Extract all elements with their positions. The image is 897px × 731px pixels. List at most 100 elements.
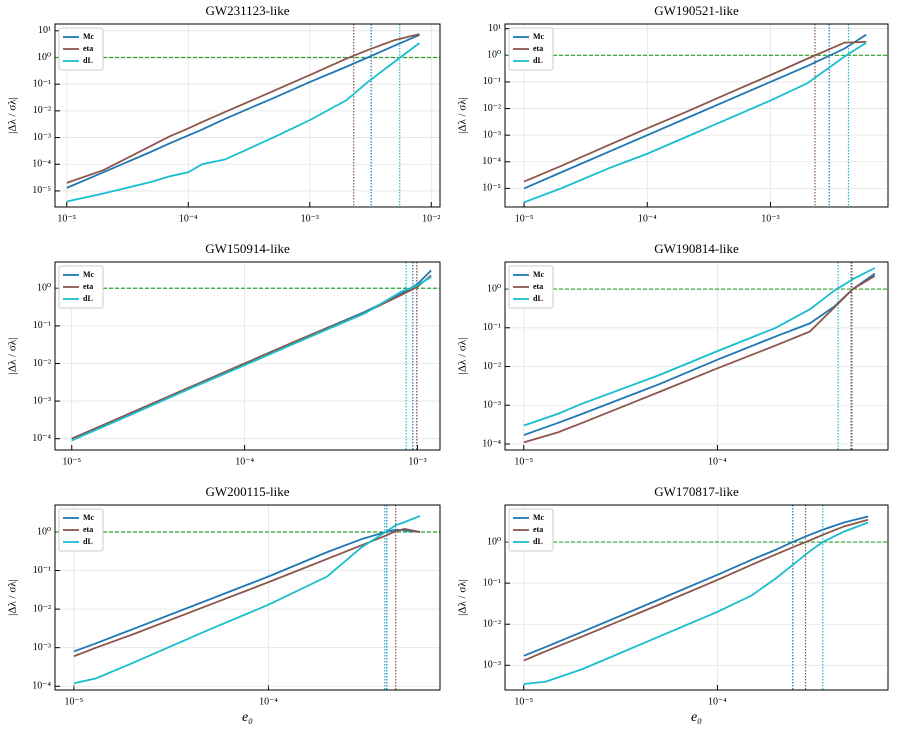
y-axis-label: |Δλ / σλ| [457,97,469,134]
y-tick-label: 10⁻¹ [483,322,501,333]
subplot-title: GW200115-like [206,484,290,499]
subplot-title: GW170817-like [654,484,739,499]
data-line [523,41,867,204]
legend-box [508,27,554,71]
y-tick-label: 10⁻¹ [33,78,51,89]
y-tick-label: 10⁻¹ [483,76,501,87]
y-tick-label: 10⁻⁵ [482,183,501,194]
subplot-title: GW150914-like [205,241,290,256]
legend-label: dL [83,294,93,303]
y-tick-label: 10⁻⁴ [482,156,501,167]
legend-label: dL [533,294,543,303]
y-tick-label: 10⁻² [33,105,51,116]
x-tick-label: 10⁻⁵ [514,696,533,707]
y-tick-label: 10⁻² [483,103,501,114]
y-tick-label: 10⁰ [37,52,51,63]
y-tick-label: 10⁻³ [483,400,501,411]
legend-label: dL [533,537,543,546]
x-tick-label: 10⁻⁵ [515,213,534,224]
legend-box [508,265,554,309]
y-tick-label: 10⁻⁴ [32,681,51,692]
x-tick-label: 10⁻³ [761,213,779,224]
legend-label: Mc [83,270,95,279]
axes-frame [504,504,889,691]
legend-label: dL [83,56,93,65]
y-tick-label: 10⁻³ [33,132,51,143]
y-tick-label: 10⁰ [487,283,501,294]
legend-box [58,265,104,309]
legend-label: eta [83,525,93,534]
y-tick-label: 10⁰ [487,536,501,547]
x-tick-label: 10⁻⁴ [708,696,727,707]
subplot-title: GW231123-like [206,3,290,18]
axes-frame [54,261,441,451]
y-tick-label: 10⁻³ [33,395,51,406]
legend-label: eta [533,282,543,291]
data-line [523,33,867,190]
y-tick-label: 10¹ [38,25,51,36]
y-tick-label: 10⁰ [487,50,501,61]
data-line [71,274,432,440]
y-tick-label: 10⁻² [33,358,51,369]
legend-label: Mc [83,513,95,522]
data-line [523,272,876,436]
legend-label: dL [83,537,93,546]
subplot: GW200115-like |Δλ / σλ| e₀ 10⁻⁵ 10⁻⁴ 10⁻⁴ 10⁻³… [7,484,441,725]
y-axis-label: |Δλ / σλ| [7,579,19,616]
x-tick-label: 10⁻⁵ [62,456,81,467]
legend-label: Mc [83,32,95,41]
subplot: GW190521-like |Δλ / σλ| 10⁻⁵ 10⁻⁴ 10⁻³ 10⁻⁵ 10… [457,3,889,224]
y-axis-label: |Δλ / σλ| [457,338,469,375]
y-tick-label: 10⁻² [483,361,501,372]
x-tick-label: 10⁻³ [301,213,319,224]
data-line [73,527,421,658]
y-tick-label: 10⁻¹ [33,320,51,331]
subplot: GW190814-like |Δλ / σλ| 10⁻⁵ 10⁻⁴ 10⁻⁴ 10⁻³ 10… [457,241,889,467]
data-line [523,40,867,183]
subplot: GW150914-like |Δλ / σλ| 10⁻⁵ 10⁻⁴ 10⁻³ 10⁻⁴ 10… [7,241,441,467]
x-tick-label: 10⁻⁵ [57,213,76,224]
x-tick-label: 10⁻⁴ [235,456,254,467]
data-line [66,34,420,189]
y-tick-label: 10⁰ [37,283,51,294]
legend-box [508,508,554,552]
axes-frame [54,23,441,208]
data-line [523,515,869,657]
y-axis-label: |Δλ / σλ| [7,338,19,375]
y-tick-label: 10⁻² [33,603,51,614]
subplot: GW231123-like |Δλ / σλ| 10⁻⁵ 10⁻⁴ 10⁻³ 10⁻² 10… [7,3,441,224]
legend-box [58,508,104,552]
y-tick-label: 10⁻³ [483,660,501,671]
legend-label: Mc [533,32,545,41]
legend-label: eta [83,44,93,53]
legend-label: eta [533,44,543,53]
y-axis-label: |Δλ / σλ| [457,579,469,616]
y-axis-label: |Δλ / σλ| [7,97,19,134]
y-tick-label: 10⁻⁴ [482,438,501,449]
x-tick-label: 10⁻⁴ [179,213,198,224]
legend-box [58,27,104,71]
x-tick-label: 10⁻⁵ [514,456,533,467]
y-tick-label: 10⁰ [37,526,51,537]
x-tick-label: 10⁻⁴ [708,456,727,467]
data-line [66,42,421,203]
y-tick-label: 10⁻³ [483,129,501,140]
x-tick-label: 10⁻⁴ [638,213,657,224]
data-line [71,276,432,442]
y-tick-label: 10⁻¹ [483,577,501,588]
data-line [71,269,432,440]
x-axis-label: e₀ [691,710,702,725]
y-tick-label: 10⁻⁵ [32,185,51,196]
y-tick-label: 10⁻⁴ [32,433,51,444]
y-tick-label: 10⁻¹ [33,565,51,576]
subplot-title: GW190521-like [654,3,739,18]
data-line [523,275,876,444]
data-line [66,33,420,184]
x-tick-label: 10⁻⁵ [64,696,83,707]
data-line [73,515,421,685]
x-axis-label: e₀ [242,710,253,725]
subplot-title: GW190814-like [654,241,739,256]
axes-frame [54,504,441,691]
legend-label: dL [533,56,543,65]
